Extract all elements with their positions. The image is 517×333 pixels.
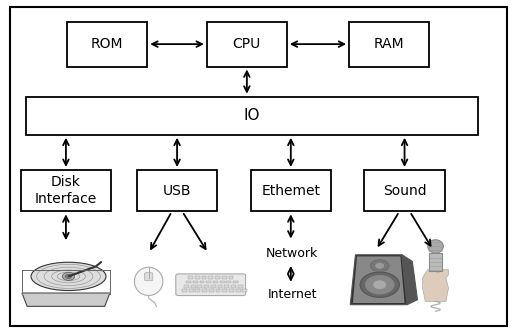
FancyBboxPatch shape [226,280,231,283]
Polygon shape [402,255,417,305]
Text: Disk
Interface: Disk Interface [35,175,97,206]
FancyBboxPatch shape [251,170,331,211]
Text: Sound: Sound [383,183,427,198]
Text: ROM: ROM [91,37,124,51]
Text: Internet: Internet [267,288,317,301]
FancyBboxPatch shape [220,280,224,283]
FancyBboxPatch shape [10,7,507,326]
FancyBboxPatch shape [216,289,220,292]
Circle shape [65,274,71,278]
FancyBboxPatch shape [176,274,246,296]
FancyBboxPatch shape [206,280,211,283]
Circle shape [365,275,394,294]
FancyBboxPatch shape [229,276,233,279]
Circle shape [360,272,399,297]
FancyBboxPatch shape [224,285,229,288]
FancyBboxPatch shape [229,289,234,292]
FancyBboxPatch shape [222,289,227,292]
FancyBboxPatch shape [211,285,216,288]
FancyBboxPatch shape [21,170,111,211]
FancyBboxPatch shape [204,285,209,288]
Polygon shape [423,270,449,301]
Ellipse shape [428,240,443,253]
FancyBboxPatch shape [22,293,110,294]
Circle shape [373,281,386,289]
FancyBboxPatch shape [191,285,195,288]
FancyBboxPatch shape [197,285,202,288]
FancyBboxPatch shape [195,289,200,292]
Text: RAM: RAM [374,37,404,51]
FancyBboxPatch shape [215,276,220,279]
Polygon shape [350,255,407,305]
FancyBboxPatch shape [137,170,217,211]
Text: IO: IO [244,108,260,123]
FancyBboxPatch shape [195,276,200,279]
Ellipse shape [31,262,106,290]
FancyBboxPatch shape [238,285,242,288]
FancyBboxPatch shape [184,285,189,288]
FancyBboxPatch shape [26,97,478,135]
FancyBboxPatch shape [186,280,191,283]
Circle shape [370,260,389,272]
FancyBboxPatch shape [193,280,197,283]
Circle shape [375,263,384,268]
Ellipse shape [134,267,163,296]
FancyBboxPatch shape [145,273,153,281]
FancyBboxPatch shape [182,289,187,292]
FancyBboxPatch shape [208,276,213,279]
FancyBboxPatch shape [236,289,240,292]
Polygon shape [22,293,110,306]
FancyBboxPatch shape [231,285,236,288]
FancyBboxPatch shape [189,289,193,292]
Circle shape [62,272,74,280]
Text: Ethemet: Ethemet [261,183,321,198]
FancyBboxPatch shape [429,253,442,271]
FancyBboxPatch shape [222,276,226,279]
FancyBboxPatch shape [200,280,204,283]
Polygon shape [353,256,404,303]
FancyBboxPatch shape [188,276,193,279]
FancyBboxPatch shape [233,280,238,283]
FancyBboxPatch shape [202,289,207,292]
FancyBboxPatch shape [349,22,429,67]
FancyBboxPatch shape [364,170,445,211]
FancyBboxPatch shape [209,289,214,292]
Text: Network: Network [266,246,318,260]
FancyBboxPatch shape [218,285,222,288]
Text: USB: USB [163,183,191,198]
FancyBboxPatch shape [67,22,147,67]
Text: CPU: CPU [233,37,261,51]
FancyBboxPatch shape [213,280,218,283]
FancyBboxPatch shape [242,289,247,292]
FancyBboxPatch shape [207,22,287,67]
FancyBboxPatch shape [202,276,206,279]
